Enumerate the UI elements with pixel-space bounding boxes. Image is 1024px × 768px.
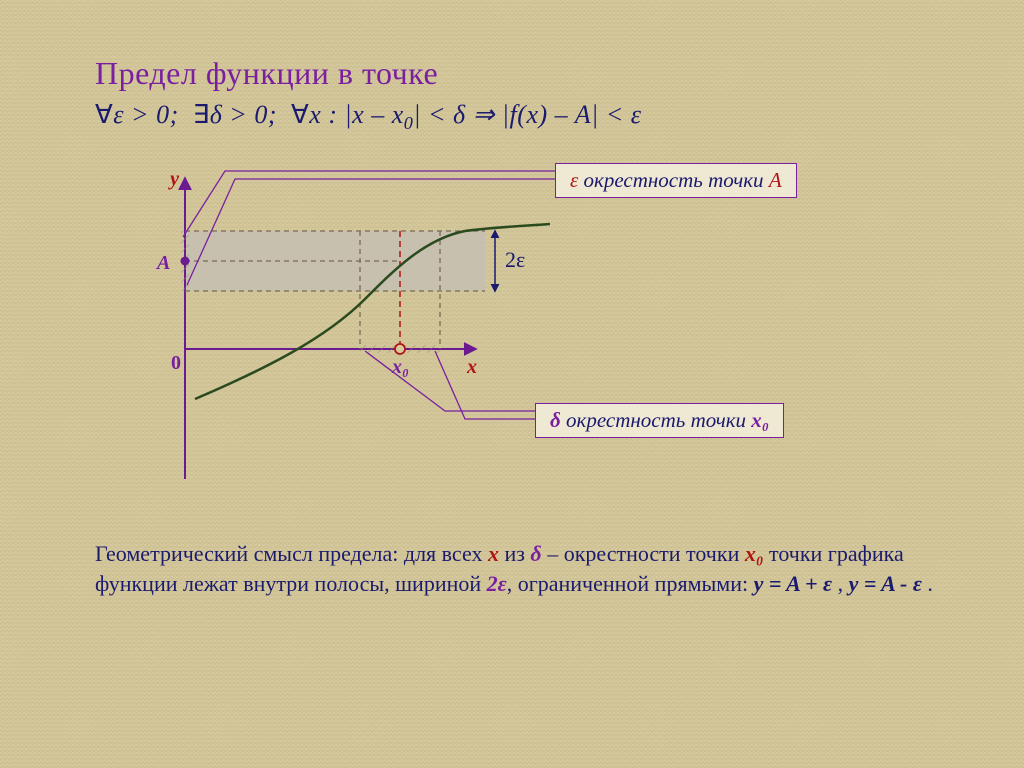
A-point <box>181 257 190 266</box>
exp-end: . <box>922 571 933 596</box>
limit-graph: 2ε y x 0 A x₀ <box>95 159 955 519</box>
exp-m1: из <box>499 541 530 566</box>
exp-m4: , ограниченной прямыми: <box>507 571 754 596</box>
exp-prefix: Геометрический смысл предела: для всех <box>95 541 488 566</box>
exp-2eps: 2ε <box>487 571 507 596</box>
slide-content: Предел функции в точке ∀ε > 0; ∃δ > 0; ∀… <box>0 0 1024 661</box>
origin-label: 0 <box>171 352 181 374</box>
x0-label: x₀ <box>391 356 409 378</box>
exp-eq2: y = A - ε <box>849 571 922 596</box>
two-eps-label: 2ε <box>505 247 525 272</box>
exp-delta: δ <box>530 541 541 566</box>
y-axis-label: y <box>168 168 179 190</box>
delta-connector <box>365 351 535 419</box>
exp-eq1: y = A + ε <box>754 571 833 596</box>
x0-point <box>395 344 405 354</box>
geometric-explanation: Геометрический смысл предела: для всех x… <box>95 539 934 598</box>
epsilon-delta-definition: ∀ε > 0; ∃δ > 0; ∀x : |x – x0| < δ ⇒ |f(x… <box>95 100 934 134</box>
chart-area: ε окрестность точки A δ окрестность точк… <box>95 159 955 519</box>
x-axis-label: x <box>466 356 477 378</box>
A-label: A <box>155 252 170 274</box>
exp-x: x <box>488 541 499 566</box>
exp-m5: , <box>832 571 849 596</box>
exp-m2: – окрестности точки <box>542 541 745 566</box>
exp-x0: x₀ <box>745 541 764 566</box>
slide-title: Предел функции в точке <box>95 55 934 92</box>
